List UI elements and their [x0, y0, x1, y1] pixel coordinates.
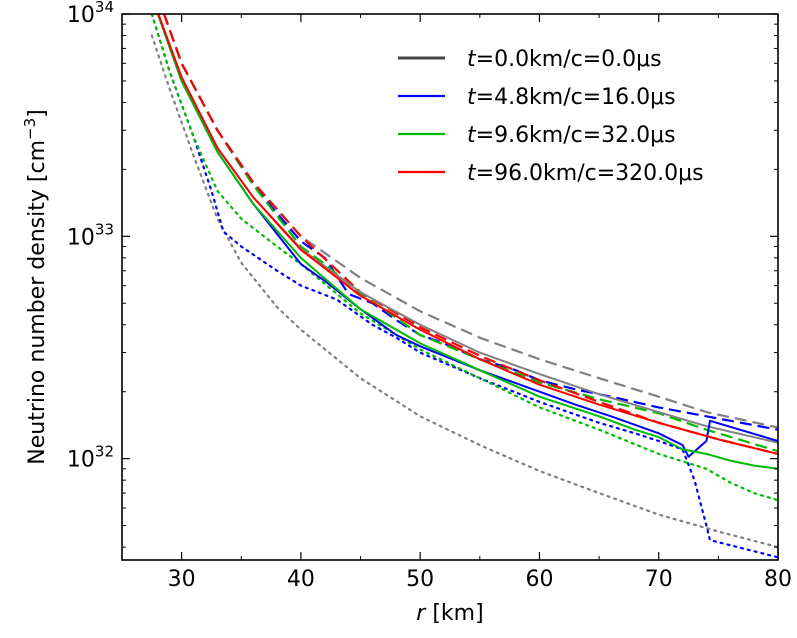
plot-frame — [121, 13, 779, 561]
series-2-solid-line — [156, 14, 778, 470]
x-tick-label: 60 — [525, 567, 553, 592]
y-axis: 1032 1033 1034 — [67, 0, 778, 548]
y-tick-label: 1034 — [67, 0, 114, 28]
series-3-solid-line — [157, 14, 778, 455]
y-axis-label-exponent: −3 — [21, 118, 39, 140]
y-axis-label-close: ] — [25, 109, 50, 118]
x-axis-variable: r — [416, 601, 427, 626]
x-tick-label: 80 — [764, 567, 792, 592]
legend-label: t=4.8km/c=16.0μs — [467, 85, 676, 110]
x-tick-label: 70 — [645, 567, 673, 592]
series-1-dotted-line — [150, 14, 778, 559]
plot-curves — [150, 14, 778, 559]
legend-label: t=9.6km/c=32.0μs — [467, 123, 676, 148]
x-tick-label: 40 — [287, 567, 315, 592]
series-1-solid-line — [156, 14, 778, 458]
series-0-dotted-line — [150, 34, 778, 549]
legend-label: t=0.0km/c=0.0μs — [467, 47, 662, 72]
series-2-dotted-line — [150, 14, 778, 502]
x-tick-label: 30 — [168, 567, 196, 592]
x-tick-label: 50 — [406, 567, 434, 592]
legend: t=0.0km/c=0.0μs t=4.8km/c=16.0μs t=9.6km/c… — [398, 47, 704, 186]
y-tick-label: 1033 — [67, 220, 114, 250]
legend-label: t=96.0km/c=320.0μs — [467, 161, 704, 186]
x-axis: 30 40 50 60 70 80 — [121, 14, 792, 592]
y-axis-label: Neutrino number density [cm−3] — [21, 109, 50, 464]
x-axis-unit: [km] — [432, 601, 483, 626]
y-axis-label-text: Neutrino number density [cm — [25, 140, 50, 465]
y-tick-label: 1032 — [67, 443, 114, 473]
x-axis-label: r [km] — [416, 601, 483, 626]
